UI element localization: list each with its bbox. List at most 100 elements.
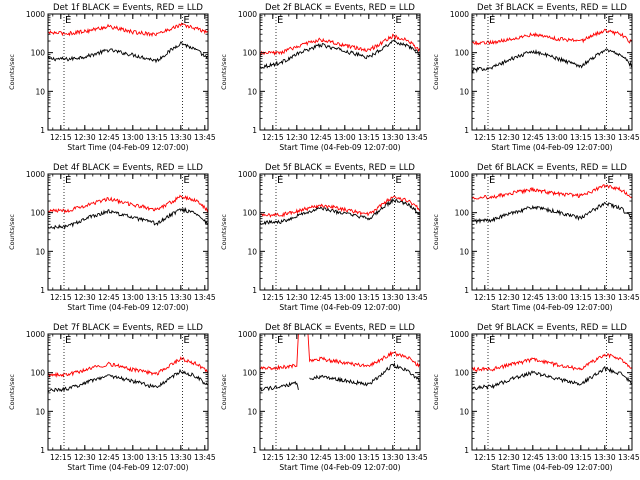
y-tick-label: 10 (35, 87, 45, 96)
x-tick-label: 12:15 (474, 293, 496, 302)
marker-label: E (183, 15, 189, 26)
x-tick-label: 13:15 (570, 133, 592, 142)
x-tick-label: 13:15 (146, 133, 168, 142)
panel-title: Det 7f BLACK = Events, RED = LLD (53, 323, 203, 333)
y-tick-label: 100 (243, 49, 258, 58)
panel-title: Det 9f BLACK = Events, RED = LLD (477, 323, 627, 333)
plot-frame (47, 333, 209, 451)
lld-series-line (260, 194, 420, 218)
x-tick-label: 12:45 (522, 133, 544, 142)
x-tick-label: 13:45 (618, 293, 640, 302)
x-tick-label: 13:45 (194, 133, 216, 142)
x-tick-label: 12:45 (98, 133, 120, 142)
x-tick-label: 12:15 (262, 133, 284, 142)
y-axis-label: Counts/sec (432, 214, 440, 250)
x-tick-label: 13:30 (170, 133, 192, 142)
x-tick-label: 13:30 (382, 453, 404, 462)
events-series-line (472, 365, 632, 390)
y-tick-label: 1 (40, 126, 45, 135)
marker-label: E (183, 175, 189, 186)
panel: Det 5f BLACK = Events, RED = LLD E E 1 10 100… (220, 163, 428, 312)
panel: Det 8f BLACK = Events, RED = LLD E E 1 10 100… (220, 323, 428, 472)
y-tick-label: 100 (31, 49, 46, 58)
panel-title: Det 5f BLACK = Events, RED = LLD (265, 163, 415, 173)
panel: Det 7f BLACK = Events, RED = LLD E E 1 10 100… (8, 323, 216, 472)
panel: Det 3f BLACK = Events, RED = LLD E E 1 10 100… (432, 3, 640, 152)
events-series-line (260, 197, 420, 226)
marker-label: E (395, 15, 401, 26)
x-axis-label: Start Time (04-Feb-09 12:07:00) (491, 303, 612, 312)
events-series-line (260, 39, 420, 69)
x-tick-label: 13:15 (358, 293, 380, 302)
x-tick-label: 12:30 (74, 293, 96, 302)
panel: Det 9f BLACK = Events, RED = LLD E E 1 10 100… (432, 323, 640, 472)
lld-series-line (260, 334, 420, 371)
plot-frame (47, 173, 209, 291)
lld-series-line (48, 22, 208, 38)
x-tick-label: 13:00 (122, 293, 144, 302)
marker-label: E (395, 335, 401, 346)
panel: Det 4f BLACK = Events, RED = LLD E E 1 10 100… (8, 163, 216, 312)
y-tick-label: 1000 (450, 330, 469, 339)
y-axis-label: Counts/sec (8, 54, 16, 90)
x-tick-label: 13:00 (334, 453, 356, 462)
x-tick-label: 13:00 (546, 133, 568, 142)
x-tick-label: 12:15 (50, 133, 72, 142)
x-tick-label: 13:15 (570, 453, 592, 462)
x-tick-label: 12:45 (98, 293, 120, 302)
x-tick-label: 13:15 (358, 133, 380, 142)
y-tick-label: 100 (243, 209, 258, 218)
marker-label: E (607, 335, 613, 346)
x-tick-label: 12:30 (498, 133, 520, 142)
events-series-line (48, 41, 208, 64)
x-tick-label: 12:30 (498, 293, 520, 302)
marker-label: E (395, 175, 401, 186)
x-tick-label: 13:45 (406, 133, 428, 142)
x-tick-label: 13:30 (594, 133, 616, 142)
panel-title: Det 1f BLACK = Events, RED = LLD (53, 3, 203, 13)
y-tick-label: 1 (40, 286, 45, 295)
y-axis-label: Counts/sec (220, 374, 228, 410)
x-tick-label: 13:45 (194, 453, 216, 462)
panel-title: Det 4f BLACK = Events, RED = LLD (53, 163, 203, 173)
marker-label: E (65, 15, 71, 26)
events-series-line (48, 206, 208, 230)
x-axis-label: Start Time (04-Feb-09 12:07:00) (67, 303, 188, 312)
x-tick-label: 12:30 (74, 133, 96, 142)
x-tick-label: 12:45 (522, 453, 544, 462)
marker-label: E (183, 335, 189, 346)
x-axis-label: Start Time (04-Feb-09 12:07:00) (279, 463, 400, 472)
y-tick-label: 100 (455, 209, 470, 218)
x-tick-label: 12:45 (310, 453, 332, 462)
lld-series-line (48, 194, 208, 214)
marker-label: E (489, 15, 495, 26)
plot-frame (259, 13, 421, 131)
x-tick-label: 13:00 (546, 453, 568, 462)
marker-label: E (489, 175, 495, 186)
panel: Det 6f BLACK = Events, RED = LLD E E 1 10 100… (432, 163, 640, 312)
x-axis-label: Start Time (04-Feb-09 12:07:00) (67, 143, 188, 152)
panel: Det 1f BLACK = Events, RED = LLD E E 1 10 100… (8, 3, 216, 152)
panel-title: Det 3f BLACK = Events, RED = LLD (477, 3, 627, 13)
y-tick-label: 10 (35, 407, 45, 416)
y-tick-label: 10 (459, 247, 469, 256)
x-tick-label: 12:30 (498, 453, 520, 462)
panel-title: Det 8f BLACK = Events, RED = LLD (265, 323, 415, 333)
y-tick-label: 1000 (26, 170, 45, 179)
y-tick-label: 1 (40, 446, 45, 455)
x-tick-label: 13:45 (406, 453, 428, 462)
x-tick-label: 12:15 (50, 293, 72, 302)
x-tick-label: 12:15 (262, 453, 284, 462)
events-series-line (472, 48, 632, 74)
plot-frame (47, 13, 209, 131)
y-tick-label: 1000 (26, 10, 45, 19)
plot-frame (471, 13, 633, 131)
marker-label: E (65, 335, 71, 346)
x-tick-label: 13:45 (406, 293, 428, 302)
x-tick-label: 12:15 (474, 133, 496, 142)
panel: Det 2f BLACK = Events, RED = LLD E E 1 10 100… (220, 3, 428, 152)
y-tick-label: 1000 (238, 170, 257, 179)
x-tick-label: 12:15 (474, 453, 496, 462)
y-tick-label: 100 (455, 369, 470, 378)
